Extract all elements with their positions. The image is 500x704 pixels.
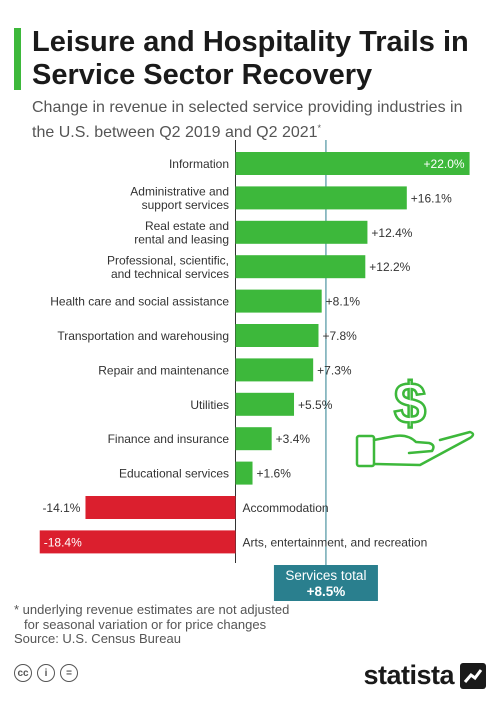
hand-shape — [372, 430, 475, 467]
category-label: Finance and insurance — [108, 432, 230, 446]
value-label: +16.1% — [411, 191, 452, 205]
license-icons[interactable]: cc i = — [14, 664, 78, 682]
services-total-value: +8.5% — [307, 584, 346, 599]
category-label: rental and leasing — [134, 233, 229, 247]
title-accent-bar — [14, 28, 21, 90]
subtitle-text: Change in revenue in selected service pr… — [32, 99, 463, 141]
hand-dollar-icon: $ — [355, 370, 475, 468]
category-label: Transportation and warehousing — [57, 329, 229, 343]
value-label: +7.8% — [322, 329, 357, 343]
bar — [39, 530, 236, 554]
cc-icon[interactable]: cc — [14, 664, 32, 682]
category-label: Utilities — [190, 398, 229, 412]
services-total-label: Services total — [285, 568, 366, 583]
value-label: -14.1% — [42, 501, 80, 515]
value-label: -18.4% — [44, 535, 82, 549]
category-label: support services — [142, 198, 229, 212]
category-label: Information — [169, 157, 229, 171]
no-derivatives-icon[interactable]: = — [60, 664, 78, 682]
bar — [235, 289, 322, 313]
category-label: Health care and social assistance — [50, 295, 229, 309]
value-label: +5.5% — [298, 398, 333, 412]
value-label: +7.3% — [317, 363, 352, 377]
bar — [235, 255, 366, 279]
category-label: Arts, entertainment, and recreation — [243, 535, 428, 549]
bar — [235, 461, 253, 485]
bars-layer: Services total+8.5% Information +22.0% Admi… — [39, 140, 470, 601]
bar — [235, 392, 295, 416]
bar — [235, 220, 368, 244]
brand-logo[interactable]: statista — [363, 660, 486, 691]
category-label: Real estate and — [145, 219, 229, 233]
subtitle-footnote-mark: * — [317, 123, 322, 133]
attribution-icon[interactable]: i — [37, 664, 55, 682]
bar — [85, 496, 236, 519]
dollar-sign-icon: $ — [394, 371, 426, 436]
bar — [235, 358, 314, 382]
chart-title: Leisure and Hospitality Trails in Servic… — [32, 26, 469, 91]
category-label: Administrative and — [130, 185, 229, 199]
value-label: +22.0% — [424, 157, 465, 171]
category-label: Educational services — [119, 467, 229, 481]
value-label: +8.1% — [326, 295, 361, 309]
footnote-line-1: * underlying revenue estimates are not a… — [14, 602, 290, 617]
bar — [235, 427, 272, 451]
source-note: Source: U.S. Census Bureau — [14, 631, 181, 646]
brand-name: statista — [363, 660, 454, 690]
services-total-badge — [273, 565, 378, 601]
bar — [235, 152, 470, 175]
value-label: +12.2% — [369, 260, 410, 274]
value-label: +1.6% — [257, 467, 292, 481]
brand-mark-icon — [460, 662, 486, 689]
footnote-line-2: for seasonal variation or for price chan… — [24, 616, 267, 632]
value-label: +12.4% — [371, 226, 412, 240]
bar-chart: Services total+8.5% Information +22.0% Admi… — [39, 140, 475, 601]
bar — [235, 324, 319, 347]
category-label: Repair and maintenance — [98, 363, 229, 377]
chart-subtitle: Change in revenue in selected service pr… — [32, 98, 487, 143]
category-label: Accommodation — [243, 501, 329, 515]
category-label: Professional, scientific, — [107, 253, 229, 267]
hand-cuff-shape — [355, 434, 376, 468]
category-label: and technical services — [111, 267, 229, 281]
footnote: * underlying revenue estimates are not a… — [14, 602, 290, 647]
bar — [235, 186, 407, 210]
value-label: +3.4% — [276, 432, 311, 446]
